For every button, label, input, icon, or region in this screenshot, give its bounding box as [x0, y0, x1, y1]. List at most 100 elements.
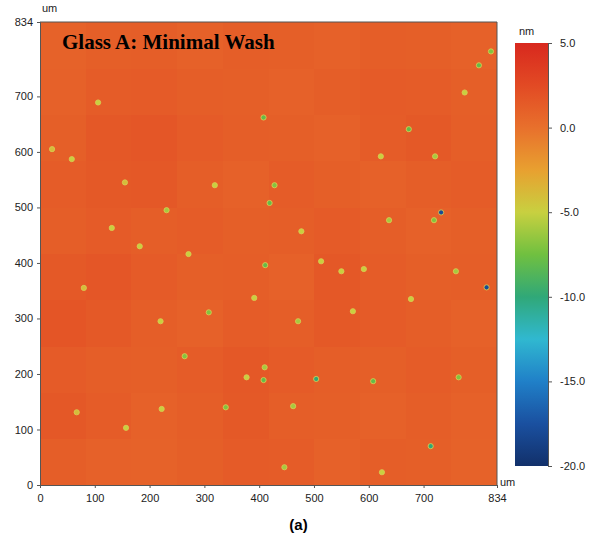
pit: [109, 225, 114, 230]
cell: [40, 161, 86, 208]
tick-mark: [95, 485, 96, 488]
tick: 700: [15, 90, 40, 102]
pit: [371, 379, 376, 384]
cell: [223, 161, 269, 208]
pit: [339, 269, 344, 274]
cell: [86, 115, 132, 162]
tick: 0: [27, 479, 40, 491]
cell: [360, 115, 406, 162]
pit: [299, 229, 304, 234]
pit: [122, 180, 127, 185]
x-axis: 0100200300400500600700834: [37, 485, 506, 504]
colorbar: [515, 43, 548, 466]
pit: [123, 425, 128, 430]
tick: 0.0: [548, 122, 575, 134]
cell: [269, 115, 315, 162]
cell: [360, 254, 406, 301]
tick: 100: [86, 485, 104, 504]
cell: [406, 22, 452, 69]
tick-mark: [548, 297, 552, 298]
cell: [131, 346, 177, 393]
cell: [269, 68, 315, 115]
tick-label: 700: [415, 492, 433, 504]
frame: [40, 22, 497, 23]
pit: [406, 127, 411, 132]
cell: [314, 254, 360, 301]
pit: [439, 210, 444, 215]
cell: [314, 439, 360, 485]
tick-mark: [497, 485, 498, 488]
pit: [378, 154, 383, 159]
cell: [177, 161, 223, 208]
axis-title: um: [42, 2, 57, 14]
cell: [314, 300, 360, 347]
frame: [497, 22, 498, 485]
tick-label: 300: [196, 492, 214, 504]
tick-label: 200: [15, 368, 33, 380]
pit: [408, 296, 413, 301]
tick-label: 834: [15, 16, 33, 28]
cell: [86, 346, 132, 393]
cell: [177, 115, 223, 162]
cell: [360, 68, 406, 115]
pit: [81, 285, 86, 290]
tick-label: 5.0: [560, 37, 575, 49]
pit: [186, 251, 191, 256]
cell: [360, 161, 406, 208]
pit: [159, 406, 164, 411]
cell: [40, 254, 86, 301]
cell: [40, 300, 86, 347]
tick-label: 500: [15, 201, 33, 213]
pit: [244, 375, 249, 380]
cell: [223, 392, 269, 439]
cell: [177, 392, 223, 439]
cell: [86, 207, 132, 254]
tick: 600: [360, 485, 378, 504]
pit: [164, 208, 169, 213]
pit: [262, 365, 267, 370]
tick-label: 500: [305, 492, 323, 504]
tick-mark: [204, 485, 205, 488]
pits: [49, 49, 493, 475]
tick-mark: [37, 429, 40, 430]
cell: [223, 346, 269, 393]
cell: [360, 22, 406, 69]
cell: [86, 439, 132, 485]
title: Glass A: Minimal Wash: [62, 30, 275, 54]
cell: [86, 68, 132, 115]
cell: [269, 346, 315, 393]
pit: [291, 404, 296, 409]
pit: [379, 470, 384, 475]
axis-line: [41, 486, 498, 489]
cell: [131, 207, 177, 254]
tick-mark: [314, 485, 315, 488]
cells: [40, 22, 497, 485]
cell: [360, 207, 406, 254]
pit: [252, 295, 257, 300]
cell: [451, 22, 497, 69]
cell: [314, 115, 360, 162]
cell: [223, 207, 269, 254]
cell: [177, 207, 223, 254]
cell: [314, 207, 360, 254]
cell: [314, 68, 360, 115]
tick-mark: [424, 485, 425, 488]
cell: [269, 392, 315, 439]
tick-mark: [37, 152, 40, 153]
cell: [131, 300, 177, 347]
cell: [269, 207, 315, 254]
tick-mark: [37, 485, 40, 486]
cell: [314, 161, 360, 208]
pit: [488, 49, 493, 54]
cell: [451, 439, 497, 485]
pit: [69, 157, 74, 162]
pit: [74, 410, 79, 415]
pit: [484, 285, 489, 290]
tick: 400: [251, 485, 269, 504]
cell: [451, 346, 497, 393]
cell: [223, 115, 269, 162]
tick-mark: [37, 263, 40, 264]
tick-label: -10.0: [560, 291, 585, 303]
tick-mark: [37, 318, 40, 319]
chart: 0100200300400500600700834010020030040050…: [0, 0, 606, 538]
